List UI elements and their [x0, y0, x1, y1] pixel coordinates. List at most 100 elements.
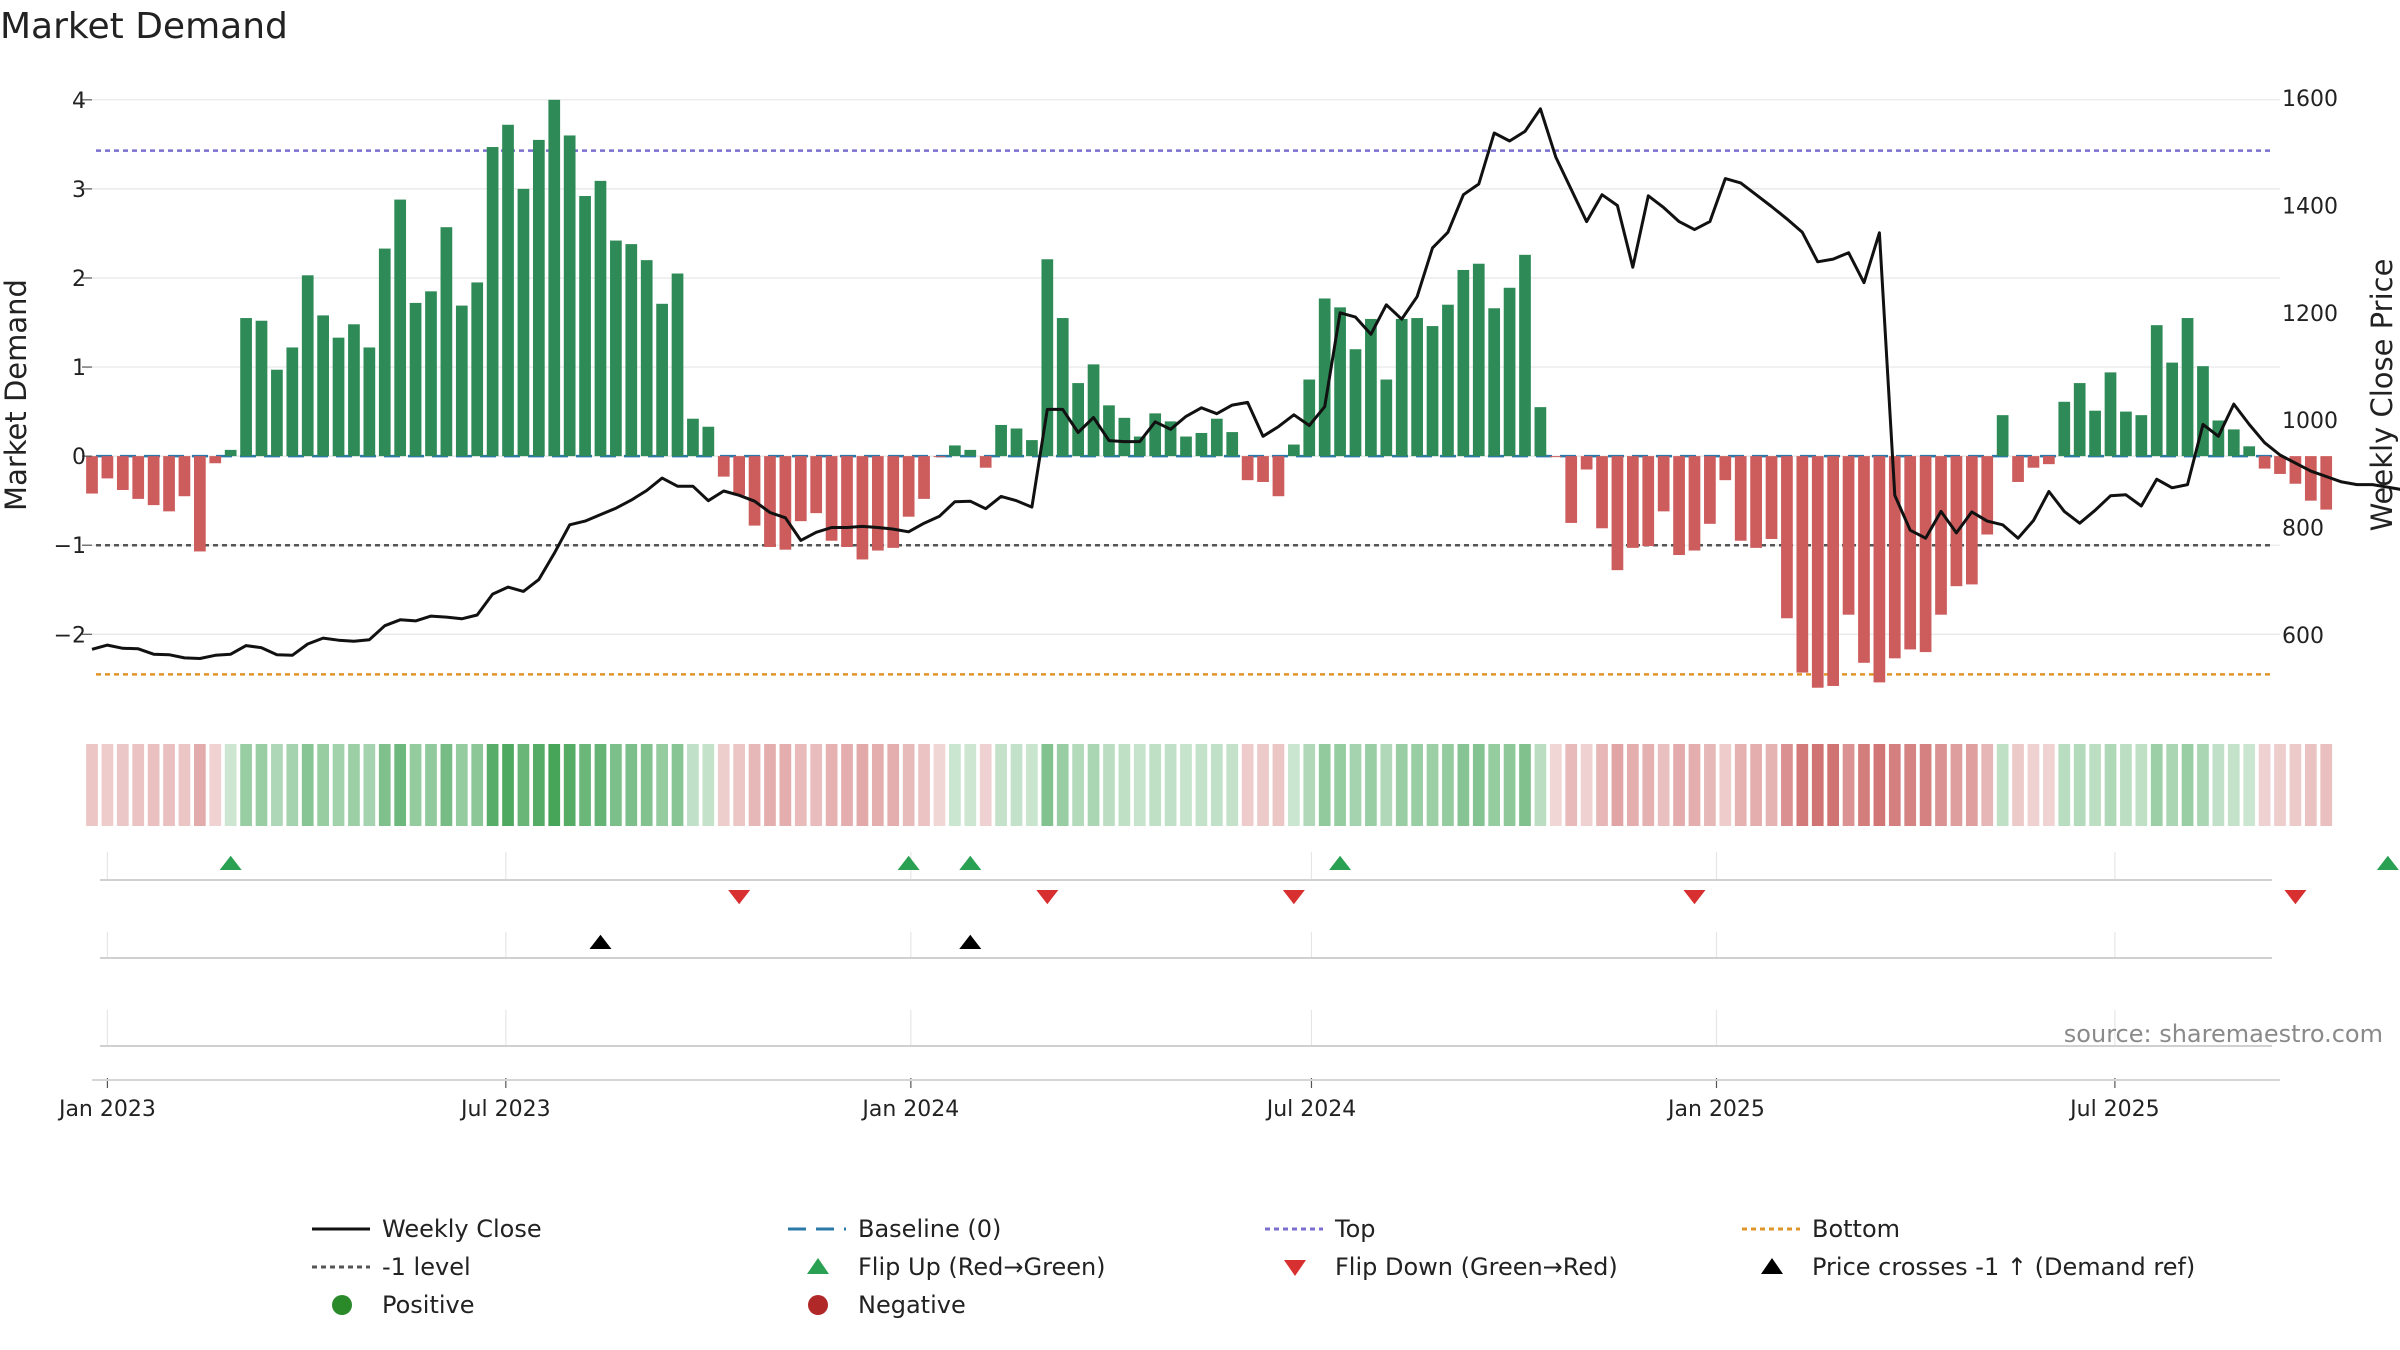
demand-bar — [733, 456, 746, 496]
heat-cell — [532, 744, 545, 826]
heat-cell — [332, 744, 345, 826]
heat-cell — [2274, 744, 2286, 826]
heat-cell — [1549, 744, 1562, 826]
heat-cell — [1041, 744, 1054, 826]
y-left-tick-label: 3 — [72, 178, 86, 203]
heat-cell — [1241, 744, 1254, 826]
heat-cell — [1226, 744, 1239, 826]
demand-bar — [625, 244, 638, 457]
heat-cell — [717, 744, 730, 826]
demand-bar — [717, 456, 730, 477]
y-right-tick-label: 1000 — [2282, 409, 2338, 434]
demand-bar — [748, 456, 761, 526]
demand-bar — [1041, 259, 1054, 457]
heat-cell — [2104, 744, 2117, 826]
demand-bars — [86, 99, 2333, 688]
demand-bar — [610, 240, 622, 457]
legend-item-weekly-close: Weekly Close — [312, 1215, 542, 1243]
heat-cell — [1626, 744, 1639, 826]
heat-cell — [1149, 744, 1162, 826]
demand-bar — [933, 456, 946, 458]
demand-heat-strip — [86, 744, 2333, 826]
demand-bar — [394, 199, 407, 457]
heat-cell — [856, 744, 869, 826]
demand-bar — [871, 456, 884, 551]
demand-bar — [1257, 456, 1269, 482]
heat-cell — [1380, 744, 1393, 826]
demand-bar — [1549, 456, 1562, 458]
demand-bar — [2243, 446, 2256, 457]
y-left-tick-label: −1 — [54, 534, 86, 559]
demand-bar — [1226, 432, 1239, 457]
heat-cell — [2043, 744, 2055, 826]
legend-swatch — [332, 1295, 352, 1315]
y-axis-left-label: Market Demand — [0, 279, 33, 511]
legend-label: -1 level — [382, 1253, 471, 1281]
demand-bar — [101, 456, 114, 479]
flip-down-marker — [1036, 889, 1059, 905]
legend-label: Price crosses -1 ↑ (Demand ref) — [1812, 1253, 2195, 1281]
heat-cell — [1349, 744, 1362, 826]
flip-up-marker — [897, 855, 920, 871]
demand-bar — [1349, 349, 1362, 457]
demand-bar — [1133, 436, 1146, 457]
legend-label: Flip Down (Green→Red) — [1335, 1253, 1618, 1281]
heat-cell — [1164, 744, 1177, 826]
demand-bar — [1087, 364, 1100, 457]
demand-bar — [1180, 436, 1192, 457]
demand-bar — [1657, 456, 1670, 512]
heat-cell — [1642, 744, 1655, 826]
demand-bar — [255, 320, 268, 457]
heat-cell — [964, 744, 977, 826]
demand-bar — [594, 180, 607, 457]
heat-cell — [995, 744, 1007, 826]
flip-down-marker — [1282, 889, 1305, 905]
demand-bar — [1858, 456, 1870, 663]
demand-bar — [517, 188, 530, 457]
demand-bar — [1981, 456, 1994, 535]
heat-cell — [240, 744, 252, 826]
heat-cell — [409, 744, 422, 826]
heat-cell — [1365, 744, 1377, 826]
heat-cell — [2304, 744, 2317, 826]
heat-cell — [2058, 744, 2071, 826]
legend-label: Weekly Close — [382, 1215, 542, 1243]
heat-cell — [1026, 744, 1038, 826]
demand-bar — [1457, 269, 1470, 457]
legend-label: Bottom — [1812, 1215, 1900, 1243]
demand-bar — [887, 456, 900, 548]
demand-bar — [1765, 456, 1778, 539]
demand-bar — [2120, 411, 2132, 457]
heat-cell — [255, 744, 268, 826]
demand-bar — [378, 248, 391, 457]
demand-bar — [363, 347, 376, 457]
demand-bar — [1488, 308, 1501, 457]
legend-item-positive: Positive — [332, 1291, 475, 1319]
heat-cell — [178, 744, 191, 826]
heat-cell — [902, 744, 915, 826]
legend-label: Negative — [858, 1291, 966, 1319]
y-right-tick-label: 1200 — [2282, 302, 2338, 327]
heat-cell — [1411, 744, 1423, 826]
demand-bar — [1442, 304, 1454, 457]
demand-bar — [1626, 456, 1639, 548]
heat-cell — [2089, 744, 2101, 826]
demand-bar — [1965, 456, 1978, 585]
heat-cell — [841, 744, 853, 826]
heat-cell — [918, 744, 930, 826]
y-right-tick-label: 800 — [2282, 517, 2324, 542]
heat-cell — [748, 744, 761, 826]
heat-cell — [1981, 744, 1994, 826]
demand-bar — [1503, 287, 1516, 457]
demand-bar — [979, 456, 992, 468]
demand-bar — [810, 456, 823, 514]
demand-bar — [1395, 318, 1408, 457]
demand-bar — [949, 445, 961, 457]
demand-bar — [856, 456, 869, 560]
demand-bar — [1888, 456, 1901, 659]
heat-cell — [1781, 744, 1793, 826]
demand-bar — [1241, 456, 1254, 481]
legend-swatch — [1761, 1258, 1783, 1274]
heat-cell — [579, 744, 591, 826]
demand-bar — [2304, 456, 2317, 501]
